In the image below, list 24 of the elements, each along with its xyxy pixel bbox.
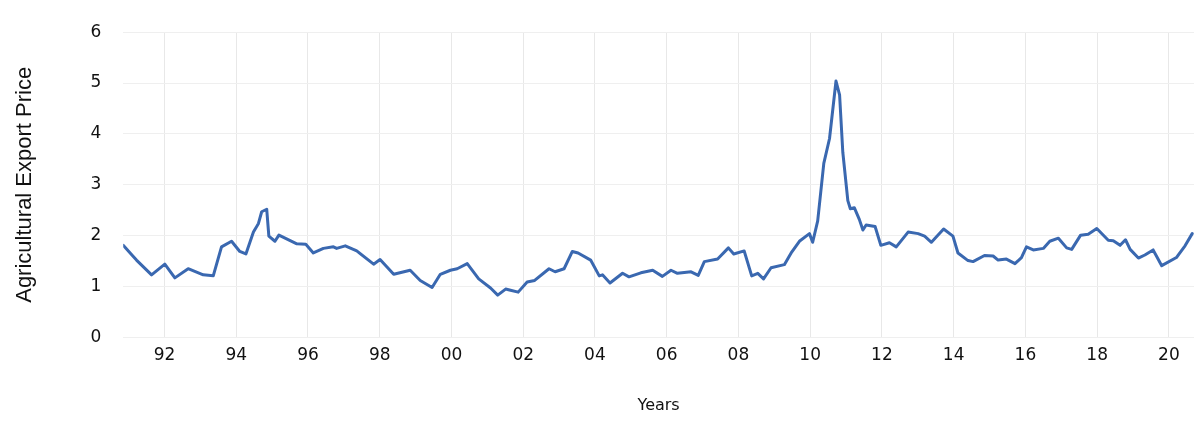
- x-tick-label: 20: [1158, 344, 1180, 365]
- x-tick-label: 92: [153, 344, 176, 365]
- x-tick-label: 12: [871, 344, 893, 365]
- x-tick-label: 00: [440, 344, 463, 365]
- x-tick-label: 10: [799, 344, 821, 365]
- x-tick-label: 08: [727, 344, 750, 365]
- x-tick-label: 02: [512, 344, 535, 365]
- y-tick-label: 4: [90, 122, 102, 143]
- y-tick-label: 6: [90, 20, 102, 41]
- y-tick-label: 2: [90, 224, 102, 245]
- y-tick-label: 5: [90, 71, 102, 92]
- y-tick-label: 0: [90, 325, 102, 346]
- y-tick-label: 1: [90, 274, 102, 295]
- x-tick-label: 06: [655, 344, 678, 365]
- x-tick-label: 94: [225, 344, 248, 365]
- x-tick-label: 14: [942, 344, 965, 365]
- x-tick-label: 04: [584, 344, 606, 365]
- y-tick-label: 3: [90, 173, 102, 194]
- x-tick-label: 98: [368, 344, 391, 365]
- x-axis-title: Years: [636, 394, 680, 414]
- x-tick-label: 16: [1014, 344, 1037, 365]
- x-tick-label: 18: [1086, 344, 1108, 365]
- x-tick-label: 96: [297, 344, 319, 365]
- y-axis-title: Agricultural Export Price: [11, 66, 37, 303]
